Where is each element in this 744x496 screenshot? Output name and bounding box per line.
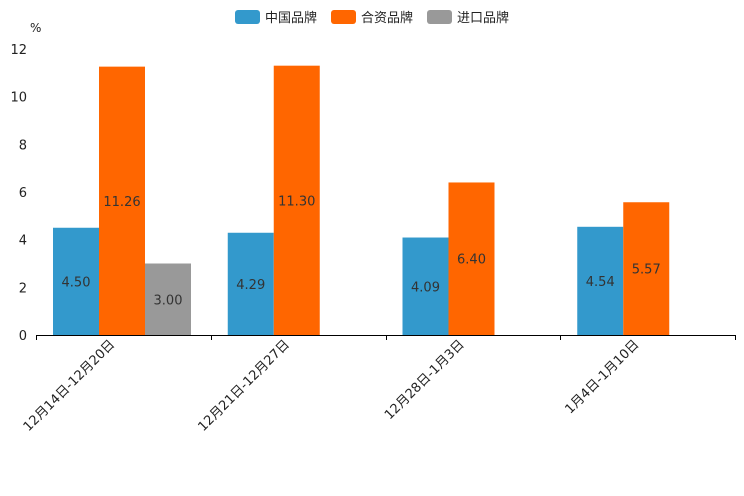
x-category-label: 12月28日-1月3日: [382, 337, 468, 423]
y-tick-label: 2: [19, 281, 27, 296]
bar: [99, 66, 145, 336]
bar-value-label: 4.29: [236, 278, 265, 293]
x-category-label: 1月4日-1月10日: [563, 337, 643, 417]
bar-value-label: 11.26: [103, 195, 140, 210]
x-category-label: 12月14日-12月20日: [21, 337, 118, 434]
legend-item-imported[interactable]: 进口品牌: [427, 7, 509, 26]
bar-value-label: 11.30: [278, 194, 315, 209]
bar: [145, 263, 191, 335]
bar-value-label: 5.57: [632, 263, 661, 278]
y-tick-label: 10: [10, 91, 27, 106]
bar: [448, 182, 495, 335]
legend-item-domestic[interactable]: 中国品牌: [234, 7, 317, 26]
legend-swatch-domestic: [234, 9, 260, 24]
legend-label-domestic: 中国品牌: [264, 11, 317, 26]
y-axis-unit: %: [30, 21, 42, 35]
y-tick-label: 12: [10, 43, 27, 58]
y-tick-label: 4: [19, 234, 27, 249]
y-tick-label: 6: [19, 186, 27, 201]
legend: 中国品牌 合资品牌 进口品牌: [0, 7, 744, 26]
x-category-label: 12月21日-12月27日: [195, 337, 292, 434]
y-tick-label: 0: [19, 329, 27, 344]
bar: [53, 227, 99, 335]
bar: [273, 65, 320, 335]
bar: [623, 202, 670, 335]
bar-value-label: 4.09: [411, 280, 440, 295]
legend-label-joint-venture: 合资品牌: [360, 11, 413, 26]
bar-value-label: 4.50: [62, 275, 91, 290]
bar-value-label: 3.00: [154, 293, 183, 308]
bar-value-label: 6.40: [457, 253, 486, 268]
legend-label-imported: 进口品牌: [457, 11, 510, 26]
bar: [577, 226, 624, 335]
legend-swatch-joint-venture: [330, 9, 356, 24]
legend-item-joint-venture[interactable]: 合资品牌: [330, 7, 413, 26]
bar: [402, 237, 449, 335]
y-tick-label: 8: [19, 138, 27, 153]
bar: [227, 232, 274, 335]
legend-swatch-imported: [427, 9, 452, 24]
bar-value-label: 4.54: [586, 275, 615, 290]
